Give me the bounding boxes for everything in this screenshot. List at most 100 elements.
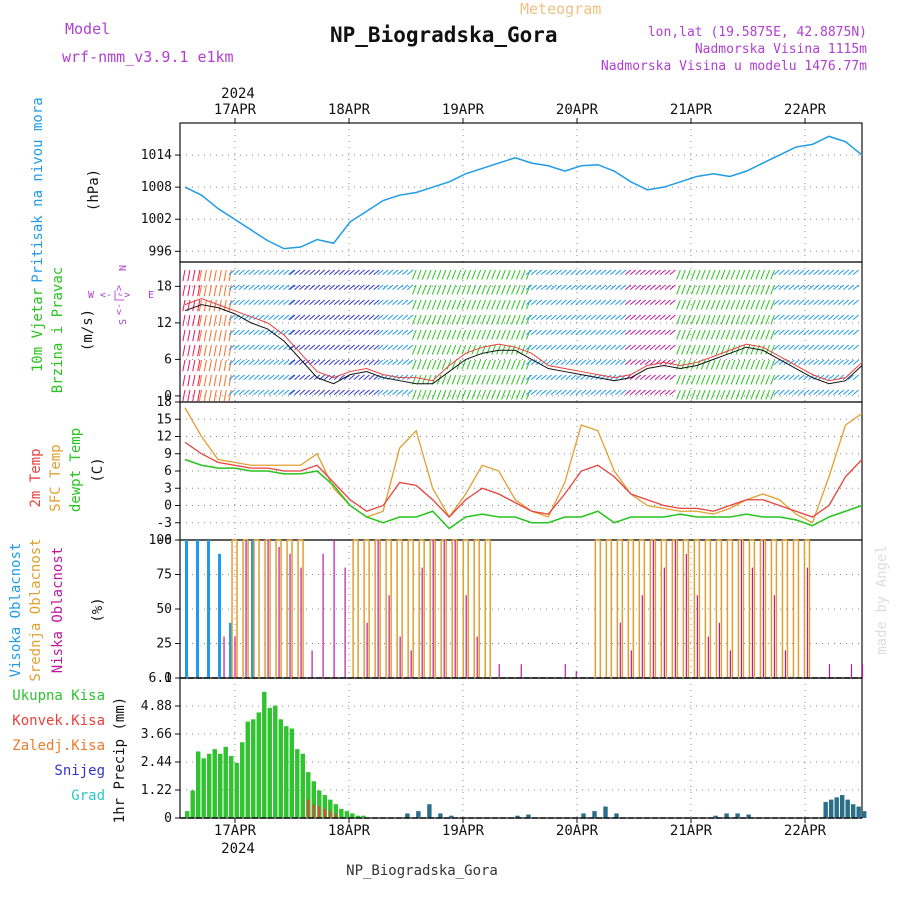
wind-barb	[238, 374, 245, 381]
wind-barb	[735, 269, 741, 280]
wind-barb	[585, 389, 592, 396]
wind-barb	[740, 314, 746, 325]
wind-barb	[197, 269, 201, 282]
wind-barb	[446, 329, 452, 340]
wind-barb	[223, 374, 227, 387]
wind-barb	[192, 359, 196, 372]
wind-barb	[314, 299, 321, 306]
precip-event-bar	[581, 813, 586, 818]
wind-barb	[486, 299, 491, 310]
wind-barb	[798, 329, 805, 336]
wind-barb	[575, 359, 582, 366]
wind-barb	[446, 299, 452, 310]
wind-barb	[481, 374, 486, 385]
wind-barb	[228, 269, 232, 282]
tick-label-y: 6	[164, 464, 172, 479]
wind-barb	[377, 389, 384, 396]
wind-barb	[745, 269, 751, 280]
wind-barb	[745, 344, 751, 355]
wind-barb	[456, 374, 462, 385]
wind-barb	[288, 329, 295, 336]
wind-barb	[745, 359, 751, 370]
wind-barb	[258, 269, 265, 276]
wind-barb	[283, 329, 290, 336]
wind-barb	[333, 329, 340, 336]
wind-barb	[516, 359, 521, 370]
wind-barb	[491, 344, 496, 355]
wind-barb	[725, 329, 731, 340]
wind-barb	[530, 314, 538, 321]
wind-barb	[750, 299, 756, 310]
wind-barb	[555, 269, 562, 276]
wind-barb	[451, 269, 457, 280]
wind-barb	[765, 284, 770, 295]
wind-barb	[461, 269, 467, 280]
wind-barb	[182, 314, 186, 327]
wind-barb	[555, 344, 562, 351]
wind-barb	[520, 359, 526, 370]
wind-barb	[565, 359, 572, 366]
wind-barb	[615, 359, 622, 366]
wind-barb	[755, 329, 761, 340]
wind-barb	[798, 374, 805, 381]
wind-barb	[550, 374, 557, 381]
wind-barb	[441, 389, 447, 400]
bottom-day-label: 17APR	[214, 823, 257, 839]
wind-barb	[715, 269, 721, 280]
wind-barb	[299, 284, 306, 291]
wind-barb	[639, 284, 647, 291]
high-cloud-bar	[251, 540, 255, 678]
wind-barb	[773, 374, 780, 381]
wind-barb	[705, 329, 711, 340]
wind-barb	[750, 284, 756, 295]
precip-total-bar	[190, 790, 195, 818]
wind-barb	[407, 269, 414, 276]
wind-barb	[258, 284, 265, 291]
precip-event-bar	[839, 795, 845, 818]
wind-barb	[192, 374, 196, 387]
wind-barb	[436, 299, 442, 310]
wind-barb	[580, 359, 587, 366]
wind-barb	[823, 329, 830, 336]
wind-barb	[218, 284, 222, 297]
wind-barb	[525, 284, 533, 291]
wind-barb	[481, 359, 486, 370]
wind-barb	[654, 299, 661, 306]
wind-barb	[466, 284, 472, 295]
tick-label-y: 0	[164, 671, 172, 686]
wind-barb	[368, 269, 375, 276]
wind-barb	[760, 359, 766, 370]
wind-barb	[223, 389, 227, 402]
wind-barb	[466, 299, 472, 310]
wind-barb	[639, 269, 647, 276]
wind-barb	[476, 344, 482, 355]
wind-barb	[436, 374, 442, 385]
bottom-day-label: 18APR	[328, 823, 371, 839]
wind-barb	[377, 269, 384, 276]
wind-barb	[223, 359, 227, 372]
wind-barb	[358, 374, 365, 381]
wind-barb	[676, 284, 681, 295]
wind-barb	[669, 344, 676, 351]
wind-barb	[575, 374, 582, 381]
wind-barb	[243, 374, 250, 381]
precip-total-bar	[273, 705, 278, 818]
wind-barb	[263, 299, 270, 306]
wind-barb	[535, 359, 542, 366]
wind-barb	[407, 314, 414, 321]
wind-barb	[382, 269, 389, 276]
wind-barb	[213, 314, 217, 327]
tick-label-y: 12	[156, 430, 172, 445]
wind-barb	[659, 374, 666, 381]
wind-barb	[416, 299, 422, 310]
wind-barb	[847, 389, 855, 396]
wind-barb	[833, 374, 840, 381]
tick-label-y: 6	[164, 352, 172, 367]
wind-barb	[416, 389, 422, 400]
wind-barb	[258, 359, 265, 366]
wind-barb	[833, 284, 840, 291]
wind-barb	[187, 389, 191, 402]
tick-label-y: -3	[156, 516, 172, 531]
high-cloud-bar	[229, 622, 233, 678]
wind-barb	[695, 389, 701, 400]
